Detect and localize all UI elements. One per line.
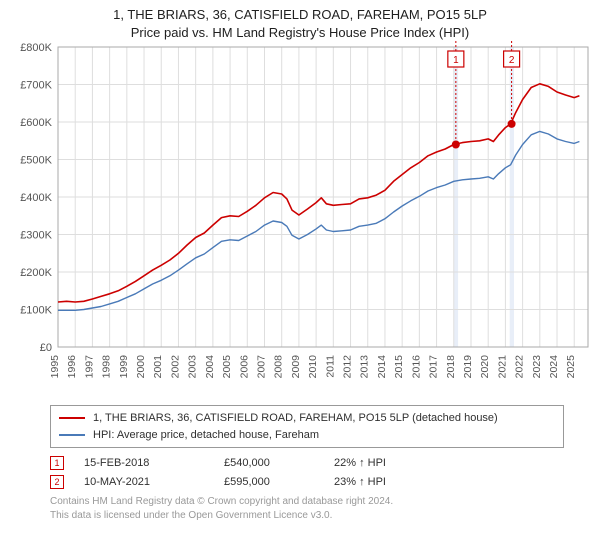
title-block: 1, THE BRIARS, 36, CATISFIELD ROAD, FARE…: [0, 0, 600, 41]
marker-row-0: 1 15-FEB-2018 £540,000 22% ↑ HPI: [50, 454, 564, 473]
svg-text:1: 1: [453, 55, 459, 66]
svg-text:1999: 1999: [118, 355, 130, 379]
svg-text:2015: 2015: [393, 355, 405, 379]
svg-text:2004: 2004: [204, 355, 216, 379]
svg-text:2023: 2023: [531, 355, 543, 379]
svg-text:2001: 2001: [152, 355, 164, 379]
chart-area: £0 £100K £200K £300K £400K £500K £600K £700K £80…: [0, 41, 600, 401]
svg-text:£0: £0: [40, 342, 52, 354]
marker-badge-1: 2: [50, 475, 64, 489]
legend-label-0: 1, THE BRIARS, 36, CATISFIELD ROAD, FARE…: [93, 410, 498, 427]
svg-text:2017: 2017: [428, 355, 440, 379]
svg-text:1996: 1996: [66, 355, 78, 379]
title-line-1: 1, THE BRIARS, 36, CATISFIELD ROAD, FARE…: [0, 6, 600, 24]
svg-text:£800K: £800K: [20, 42, 52, 54]
legend-label-1: HPI: Average price, detached house, Fare…: [93, 427, 319, 444]
legend-row-0: 1, THE BRIARS, 36, CATISFIELD ROAD, FARE…: [59, 410, 555, 427]
marker-diff-1: 23% ↑ HPI: [334, 473, 454, 492]
svg-text:2008: 2008: [273, 355, 285, 379]
svg-text:2000: 2000: [135, 355, 147, 379]
svg-text:1995: 1995: [49, 355, 61, 379]
svg-text:1997: 1997: [83, 355, 95, 379]
svg-text:2003: 2003: [187, 355, 199, 379]
marker-price-0: £540,000: [224, 454, 334, 473]
svg-text:2019: 2019: [462, 355, 474, 379]
svg-text:2016: 2016: [410, 355, 422, 379]
marker-date-1: 10-MAY-2021: [84, 473, 224, 492]
svg-text:1998: 1998: [101, 355, 113, 379]
svg-text:£600K: £600K: [20, 117, 52, 129]
marker-date-0: 15-FEB-2018: [84, 454, 224, 473]
svg-text:£200K: £200K: [20, 267, 52, 279]
svg-text:2020: 2020: [479, 355, 491, 379]
svg-text:2011: 2011: [324, 355, 336, 378]
legend-row-1: HPI: Average price, detached house, Fare…: [59, 427, 555, 444]
marker-price-1: £595,000: [224, 473, 334, 492]
svg-text:2024: 2024: [548, 355, 560, 379]
chart-svg: £0 £100K £200K £300K £400K £500K £600K £700K £80…: [0, 41, 600, 401]
svg-text:£100K: £100K: [20, 305, 52, 317]
svg-text:2006: 2006: [238, 355, 250, 379]
footer: Contains HM Land Registry data © Crown c…: [50, 495, 564, 522]
svg-text:2007: 2007: [255, 355, 267, 379]
legend-box: 1, THE BRIARS, 36, CATISFIELD ROAD, FARE…: [50, 405, 564, 448]
svg-text:2014: 2014: [376, 355, 388, 379]
title-line-2: Price paid vs. HM Land Registry's House …: [0, 24, 600, 42]
svg-text:2025: 2025: [565, 355, 577, 379]
svg-text:2: 2: [509, 55, 515, 66]
legend-swatch-1: [59, 434, 85, 436]
markers-table: 1 15-FEB-2018 £540,000 22% ↑ HPI 2 10-MA…: [50, 454, 564, 491]
svg-text:2021: 2021: [496, 355, 508, 379]
svg-text:2018: 2018: [445, 355, 457, 379]
svg-text:2013: 2013: [359, 355, 371, 379]
svg-text:£400K: £400K: [20, 192, 52, 204]
marker-badge-0: 1: [50, 456, 64, 470]
svg-text:£500K: £500K: [20, 155, 52, 167]
svg-text:2005: 2005: [221, 355, 233, 379]
footer-line-1: Contains HM Land Registry data © Crown c…: [50, 495, 564, 509]
svg-text:2010: 2010: [307, 355, 319, 379]
legend-swatch-0: [59, 417, 85, 419]
marker-diff-0: 22% ↑ HPI: [334, 454, 454, 473]
footer-line-2: This data is licensed under the Open Gov…: [50, 509, 564, 523]
chart-container: 1, THE BRIARS, 36, CATISFIELD ROAD, FARE…: [0, 0, 600, 560]
svg-text:£300K: £300K: [20, 230, 52, 242]
svg-text:2009: 2009: [290, 355, 302, 379]
marker-row-1: 2 10-MAY-2021 £595,000 23% ↑ HPI: [50, 473, 564, 492]
svg-text:2002: 2002: [169, 355, 181, 379]
svg-text:£700K: £700K: [20, 80, 52, 92]
svg-text:2012: 2012: [342, 355, 354, 379]
svg-text:2022: 2022: [514, 355, 526, 379]
